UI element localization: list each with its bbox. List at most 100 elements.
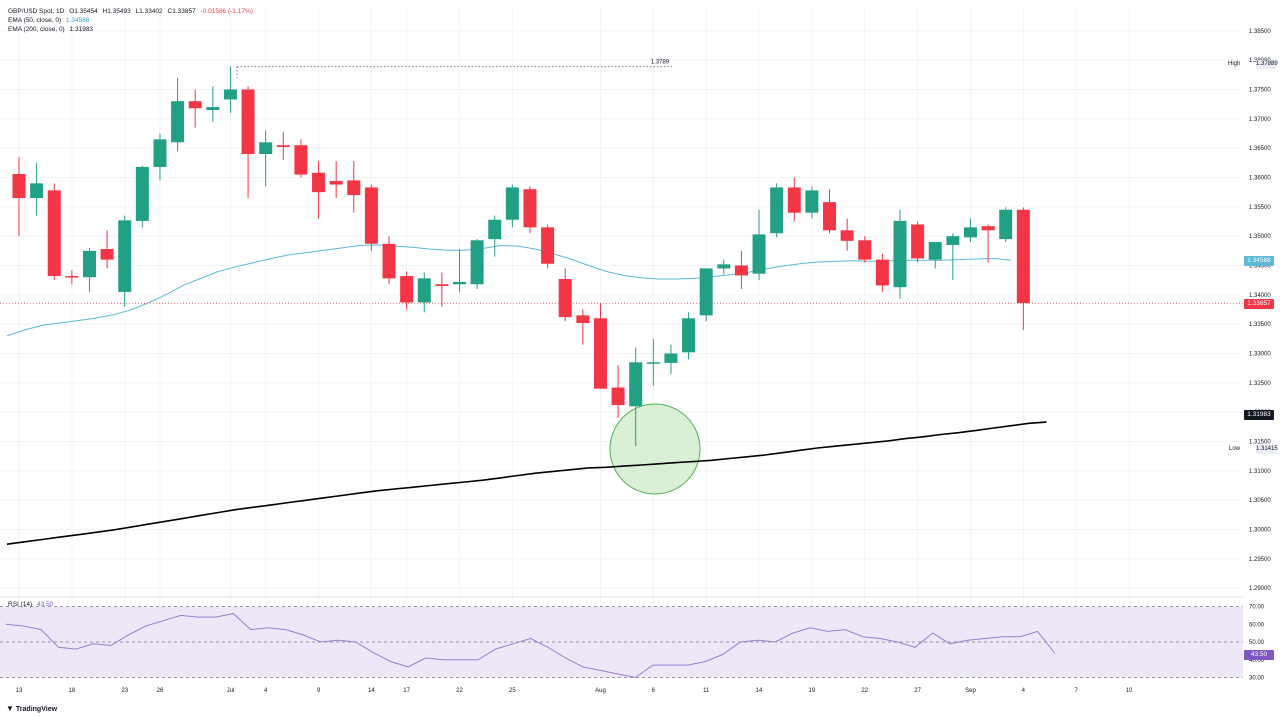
candle bbox=[30, 162, 44, 216]
x-tick-label: 26 bbox=[157, 688, 164, 694]
candle bbox=[928, 242, 942, 269]
candle-body bbox=[805, 190, 819, 213]
tradingview-icon: ▼ bbox=[6, 704, 14, 713]
y-tick-label: 1.36000 bbox=[1249, 175, 1271, 181]
high-value: 1.37889 bbox=[1256, 60, 1278, 69]
candle bbox=[787, 177, 801, 222]
candle-body bbox=[787, 187, 801, 213]
candle bbox=[629, 347, 643, 447]
candle bbox=[840, 218, 854, 251]
candle-body bbox=[30, 183, 44, 199]
y-tick-label: 1.32500 bbox=[1249, 381, 1271, 387]
candle-body bbox=[752, 234, 766, 274]
x-tick-label: 23 bbox=[121, 688, 128, 694]
ema50-badge: 1.34588 bbox=[1244, 256, 1274, 266]
candle-body bbox=[629, 362, 643, 407]
x-tick-label: 17 bbox=[403, 688, 410, 694]
y-tick-label: 1.35000 bbox=[1249, 234, 1271, 240]
candle bbox=[382, 236, 396, 285]
y-tick-label: 1.29500 bbox=[1249, 557, 1271, 563]
candle bbox=[664, 344, 678, 375]
rsi-badge: 43.50 bbox=[1244, 650, 1274, 660]
candle-body bbox=[312, 172, 326, 193]
candle bbox=[223, 66, 237, 113]
candle-body bbox=[963, 227, 977, 238]
x-tick-label: Jul bbox=[227, 688, 235, 694]
candle-body bbox=[276, 145, 290, 147]
high-tag: High bbox=[1228, 61, 1241, 67]
candle bbox=[981, 224, 995, 263]
y-tick-label: 1.30500 bbox=[1249, 498, 1271, 504]
candle-body bbox=[259, 142, 273, 155]
legend-high: H1.35493 bbox=[102, 8, 131, 15]
candle-body bbox=[1016, 209, 1030, 304]
candle-body bbox=[400, 276, 414, 303]
x-tick-label: 14 bbox=[368, 688, 375, 694]
rsi-tick-label: 70.00 bbox=[1249, 605, 1265, 611]
candle-body bbox=[241, 89, 255, 155]
candle-body bbox=[576, 315, 590, 323]
y-tick-label: 1.33500 bbox=[1249, 322, 1271, 328]
candle bbox=[752, 209, 766, 281]
candle bbox=[100, 230, 114, 269]
x-tick-label: 14 bbox=[756, 688, 763, 694]
legend-low: L1.33402 bbox=[135, 8, 163, 15]
candle-body bbox=[100, 249, 114, 260]
candle bbox=[135, 165, 149, 228]
candle-body bbox=[347, 180, 361, 196]
x-tick-label: 6 bbox=[652, 688, 656, 694]
candle bbox=[699, 268, 713, 322]
x-tick-label: 13 bbox=[16, 688, 23, 694]
rsi-tick-label: 50.00 bbox=[1249, 640, 1265, 646]
candle-body bbox=[664, 353, 678, 363]
candle bbox=[364, 184, 378, 251]
x-tick-label: 9 bbox=[317, 688, 321, 694]
y-tick-label: 1.31500 bbox=[1249, 440, 1271, 446]
candle bbox=[611, 365, 625, 419]
candle-body bbox=[206, 107, 220, 111]
candle bbox=[470, 239, 484, 289]
candle-body bbox=[65, 276, 79, 278]
candle-body bbox=[171, 101, 185, 143]
candle-body bbox=[294, 145, 308, 175]
candle-body bbox=[682, 318, 696, 353]
legend-symbol: GBP/USD Spot, 1D bbox=[8, 8, 65, 15]
legend-change: -0.01586 (-1.17%) bbox=[200, 8, 253, 15]
y-tick-label: 1.35500 bbox=[1249, 205, 1271, 211]
ema200-badge: 1.31983 bbox=[1244, 410, 1274, 420]
rsi-tick-label: 30.00 bbox=[1249, 676, 1265, 682]
candle-body bbox=[875, 259, 889, 286]
y-tick-label: 1.37500 bbox=[1249, 87, 1271, 93]
candle bbox=[294, 139, 308, 178]
candle-body bbox=[911, 224, 925, 259]
candle-body bbox=[188, 101, 202, 109]
candle bbox=[347, 161, 361, 213]
candle bbox=[153, 133, 167, 181]
legend-rsi-label: RSI (14) bbox=[8, 601, 33, 608]
x-tick-label: 22 bbox=[456, 688, 463, 694]
candle bbox=[276, 131, 290, 160]
candle bbox=[717, 259, 731, 275]
legend-ema200: EMA (200, close, 0) 1.31983 bbox=[8, 26, 96, 33]
candle bbox=[558, 268, 572, 322]
candle-body bbox=[593, 318, 607, 389]
legend-ema50-value: 1.34588 bbox=[65, 17, 90, 24]
rsi-line bbox=[5, 613, 1056, 679]
x-tick-label: 22 bbox=[861, 688, 868, 694]
y-tick-label: 1.33000 bbox=[1249, 352, 1271, 358]
candle bbox=[823, 189, 837, 234]
candle bbox=[576, 309, 590, 345]
candle-body bbox=[153, 139, 167, 167]
candle-body bbox=[329, 181, 343, 185]
tradingview-logo: ▼ TradingView bbox=[6, 704, 57, 713]
candle bbox=[259, 130, 273, 187]
ema200-line bbox=[6, 421, 1047, 545]
candle bbox=[541, 224, 555, 269]
candle bbox=[241, 86, 255, 199]
candle bbox=[417, 272, 431, 313]
legend-ema200-value: 1.31983 bbox=[69, 26, 94, 33]
y-tick-label: 1.37000 bbox=[1249, 117, 1271, 123]
candle-body bbox=[770, 187, 784, 234]
legend-rsi-value: 43.50 bbox=[37, 601, 54, 608]
